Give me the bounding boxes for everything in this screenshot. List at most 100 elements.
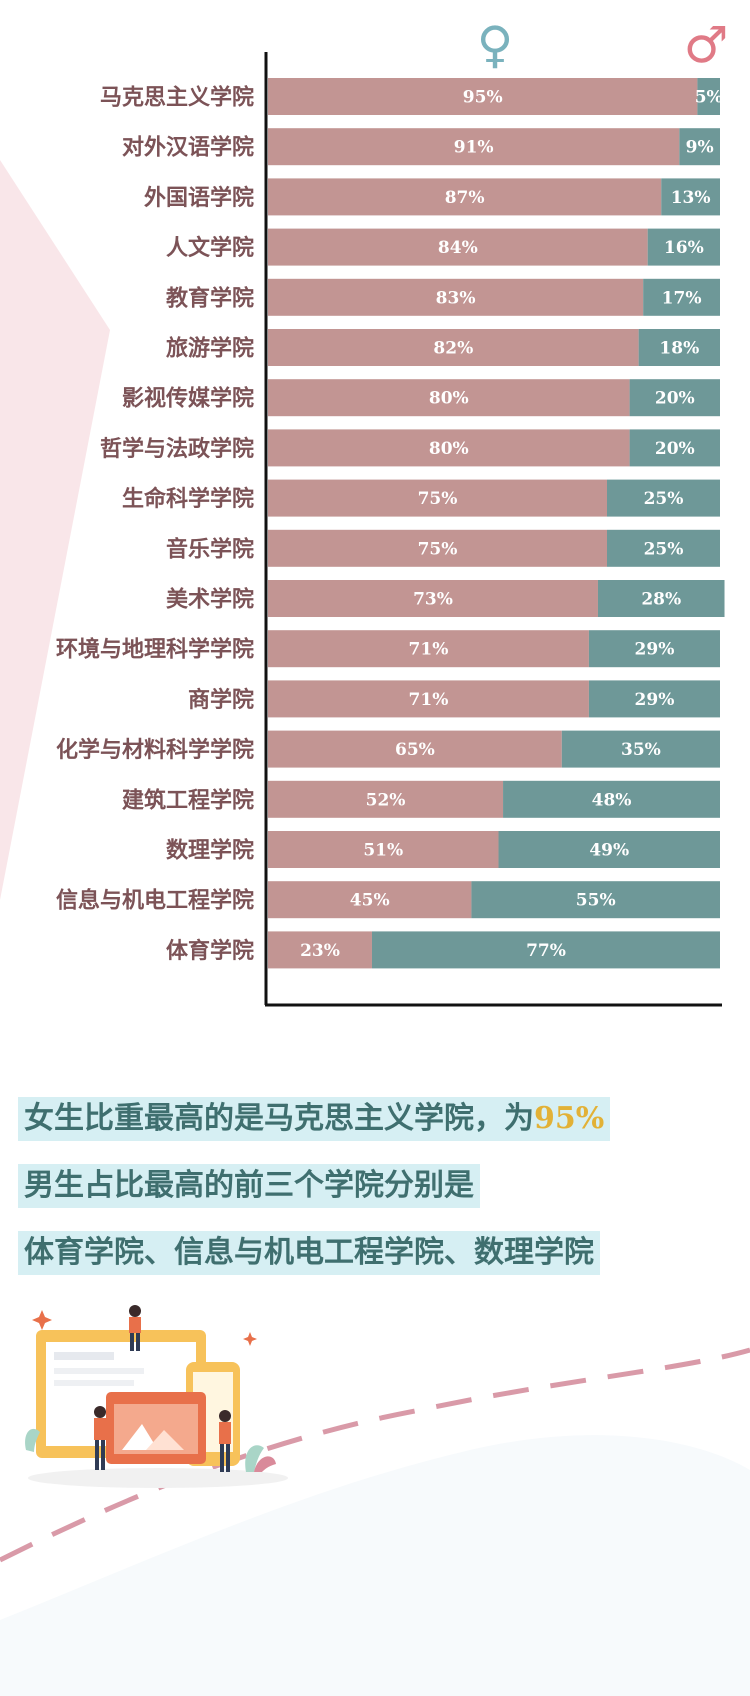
- bar-segment-male: [679, 128, 720, 166]
- bar-segment-female: [268, 931, 372, 969]
- summary-line-1-text: 女生比重最高的是马克思主义学院，为: [24, 1101, 534, 1136]
- bar-segment-male: [607, 479, 720, 517]
- male-symbol-icon: ♂: [684, 16, 729, 74]
- category-label: 信息与机电工程学院: [56, 888, 254, 914]
- bar-segment-male: [697, 78, 720, 115]
- value-label-male: 29%: [635, 690, 675, 710]
- value-label-male: 20%: [655, 389, 695, 409]
- bar-segment-female: [268, 178, 662, 216]
- category-label: 美术学院: [166, 587, 254, 613]
- value-label-male: 17%: [662, 288, 702, 308]
- value-label-male: 29%: [635, 640, 675, 660]
- bar-segment-female: [268, 630, 589, 668]
- value-label-male: 18%: [659, 339, 699, 359]
- value-label-female: 73%: [413, 590, 453, 610]
- bar-segment-female: [268, 780, 504, 818]
- bar-segment-female: [268, 228, 648, 266]
- bar-segment-female: [268, 680, 589, 718]
- bar-segment-female: [268, 278, 644, 316]
- bar-segment-male: [371, 931, 720, 969]
- value-label-female: 23%: [300, 941, 340, 961]
- bar-segment-female: [268, 329, 639, 366]
- value-label-male: 35%: [621, 740, 661, 760]
- bar-segment-female: [268, 429, 630, 467]
- dashed-curve-decor: [0, 1347, 750, 1563]
- bar-segment-male: [561, 730, 720, 768]
- value-label-female: 75%: [418, 539, 458, 559]
- value-label-male: 16%: [664, 238, 704, 258]
- bar-segment-female: [268, 881, 472, 919]
- bar-segment-female: [268, 529, 607, 567]
- bar-segment-male: [643, 278, 720, 316]
- value-label-female: 45%: [350, 891, 390, 911]
- value-label-male: 49%: [589, 841, 629, 861]
- category-label: 对外汉语学院: [122, 135, 254, 161]
- bar-segment-male: [471, 881, 720, 919]
- value-label-male: 48%: [592, 790, 632, 810]
- value-label-male: 20%: [655, 439, 695, 459]
- bar-segment-male: [661, 178, 720, 216]
- gender-ratio-chart: ♀ ♂ 马克思主义学院 95% 5% 对外汉语学院 91% 9% 外国语学院 87% 13% 人文…: [56, 16, 729, 1007]
- value-label-female: 87%: [445, 188, 485, 208]
- category-label: 人文学院: [166, 235, 254, 261]
- category-label: 音乐学院: [166, 536, 254, 562]
- value-label-female: 91%: [454, 138, 494, 158]
- pink-triangle-decor: [0, 160, 110, 900]
- category-label: 马克思主义学院: [100, 85, 254, 111]
- value-label-female: 80%: [429, 389, 469, 409]
- value-label-female: 71%: [409, 640, 449, 660]
- value-label-male: 13%: [671, 188, 711, 208]
- summary-line-2: 男生占比最高的前三个学院分别是: [18, 1164, 480, 1208]
- bar-segment-male: [647, 228, 720, 266]
- wave-decor: [0, 1435, 750, 1696]
- summary-line-3: 体育学院、信息与机电工程学院、数理学院: [18, 1231, 600, 1275]
- category-label: 外国语学院: [144, 185, 254, 211]
- category-label: 建筑工程学院: [122, 787, 254, 813]
- category-label: 商学院: [188, 687, 254, 713]
- value-label-female: 52%: [366, 790, 406, 810]
- bar-segment-female: [268, 479, 607, 517]
- summary-line-1: 女生比重最高的是马克思主义学院，为95%: [18, 1097, 611, 1141]
- bar-segment-female: [268, 78, 698, 115]
- category-label: 生命科学学院: [122, 486, 254, 512]
- bar-segment-female: [268, 379, 630, 417]
- bar-segment-male: [629, 429, 720, 467]
- bar-segment-male: [503, 780, 720, 818]
- value-label-male: 25%: [644, 489, 684, 509]
- bars-group: 马克思主义学院 95% 5% 对外汉语学院 91% 9% 外国语学院 87% 13% 人文学院 84…: [56, 78, 725, 969]
- bar-segment-female: [268, 730, 562, 768]
- value-label-female: 95%: [463, 88, 503, 108]
- value-label-female: 83%: [436, 288, 476, 308]
- value-label-female: 71%: [409, 690, 449, 710]
- female-symbol-icon: ♀: [477, 16, 514, 74]
- value-label-male: 77%: [526, 941, 566, 961]
- value-label-female: 75%: [418, 489, 458, 509]
- people-screens-illustration: [25, 1305, 288, 1488]
- bar-segment-male: [607, 529, 720, 567]
- value-label-male: 28%: [641, 590, 681, 610]
- bar-segment-female: [268, 128, 680, 166]
- value-label-female: 84%: [438, 238, 478, 258]
- bar-segment-female: [268, 580, 598, 617]
- value-label-female: 65%: [395, 740, 435, 760]
- value-label-male: 5%: [695, 88, 723, 108]
- category-label: 数理学院: [166, 838, 254, 864]
- bar-segment-male: [638, 329, 720, 366]
- category-label: 环境与地理科学学院: [56, 637, 254, 663]
- bar-segment-male: [597, 580, 725, 617]
- category-label: 旅游学院: [166, 336, 254, 362]
- category-label: 教育学院: [166, 285, 254, 311]
- bar-segment-female: [268, 831, 499, 868]
- bar-segment-male: [498, 831, 720, 868]
- value-label-female: 82%: [433, 339, 473, 359]
- category-label: 哲学与法政学院: [100, 436, 254, 462]
- value-label-female: 51%: [363, 841, 403, 861]
- value-label-male: 55%: [576, 891, 616, 911]
- category-label: 化学与材料科学学院: [56, 737, 254, 763]
- bar-segment-male: [588, 630, 720, 668]
- value-label-male: 9%: [686, 138, 714, 158]
- value-label-male: 25%: [644, 539, 684, 559]
- bar-segment-male: [588, 680, 720, 718]
- category-label: 体育学院: [166, 938, 254, 964]
